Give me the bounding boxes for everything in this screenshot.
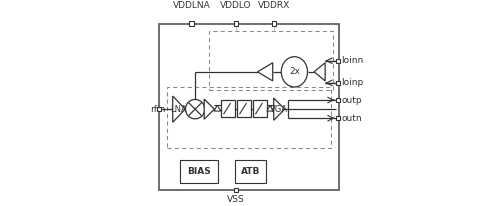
Text: VDDLO: VDDLO [220, 1, 252, 10]
Text: loinn: loinn [342, 56, 364, 65]
Bar [208, 32, 332, 90]
Polygon shape [172, 96, 185, 122]
Text: LNA: LNA [170, 105, 188, 114]
Bar [159, 25, 339, 190]
Bar [272, 21, 276, 26]
Polygon shape [314, 63, 325, 81]
Polygon shape [267, 105, 274, 111]
Text: 2x: 2x [289, 67, 300, 76]
Bar [336, 116, 340, 121]
Text: ATB: ATB [241, 167, 260, 176]
Bar [234, 188, 238, 192]
Text: outp: outp [342, 96, 362, 105]
Text: loinp: loinp [342, 78, 364, 87]
Bar [180, 160, 218, 183]
Polygon shape [258, 63, 272, 81]
Ellipse shape [282, 57, 308, 87]
Bar [336, 98, 340, 102]
Circle shape [186, 99, 205, 119]
Text: VDDRX: VDDRX [258, 1, 290, 10]
Bar [336, 81, 340, 85]
Text: BIAS: BIAS [187, 167, 211, 176]
Bar [190, 21, 194, 26]
Polygon shape [274, 98, 285, 120]
Bar [238, 100, 251, 117]
Text: outn: outn [342, 114, 362, 123]
Bar [235, 160, 266, 183]
Bar [157, 107, 162, 111]
Text: rfin: rfin [150, 105, 166, 114]
Text: VDDLNA: VDDLNA [172, 1, 210, 10]
Text: VGA: VGA [270, 105, 288, 114]
Bar [253, 100, 267, 117]
Polygon shape [214, 105, 220, 111]
Bar [222, 100, 235, 117]
Polygon shape [204, 99, 214, 119]
Bar [167, 87, 332, 149]
Text: VSS: VSS [227, 195, 244, 204]
Bar [234, 21, 238, 26]
Bar [336, 59, 340, 63]
